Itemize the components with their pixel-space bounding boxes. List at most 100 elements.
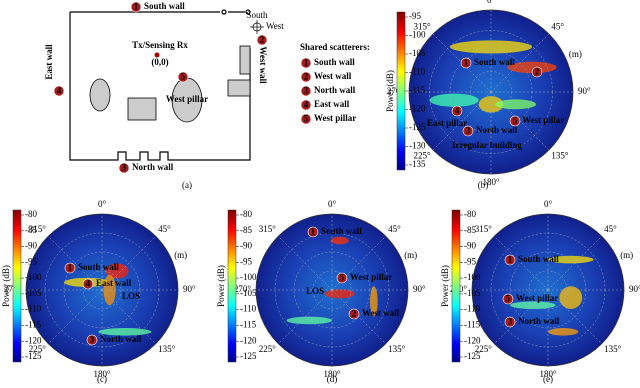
colorbar-tick-label: -125 [464,351,481,361]
angle-label: 315° [414,22,432,32]
scatterer-number: 2 [352,309,357,319]
wall-label: South wall [144,1,185,11]
range-ring [312,270,352,310]
angle-label: 180° [482,177,500,187]
scatterer-number: 2 [535,67,540,77]
colorbar-tick-label: -125 [409,122,426,132]
annotation: East pillar [427,118,467,128]
scatterer-marker [82,278,94,290]
colorbar-tick-label: -100 [240,272,257,282]
angle-label: 225° [414,150,432,160]
colorbar-tick-label: -90 [240,241,252,251]
annotation: LOS [306,286,324,296]
angle-spoke [48,289,103,344]
annotation: LOS [122,291,140,301]
scatterer-marker [177,71,189,83]
scatterer-number: 3 [90,335,95,345]
scatterer-marker [307,226,319,238]
colorbar [396,11,406,171]
colorbar-label: Power (dB) [385,70,395,112]
annotation: North wall [518,316,560,326]
annotation: East wall [96,278,132,288]
caption: (a) [182,180,192,190]
colorbar-tick-label: -100 [25,272,42,282]
scatterer-marker [462,125,474,137]
hotspot [429,93,479,107]
polar-plot [471,213,625,367]
scatterer-number: 3 [466,126,471,136]
compass-label: South [246,10,268,20]
colorbar-tick-label: -85 [240,225,252,235]
scatterer-marker [300,85,312,97]
wall-label: West wall [258,46,268,84]
annotation: West pillar [516,293,558,303]
hotspot [559,286,583,309]
scatterer-marker [300,71,312,83]
caption: (e) [543,374,553,384]
annotation: West pillar [522,115,564,125]
legend-label: West wall [314,71,352,81]
colorbar-tick-label: -115 [25,320,42,330]
polar-plot [408,9,574,175]
angle-label: 225° [29,344,47,354]
wall-label: West pillar [166,94,208,104]
angle-label: 90° [183,284,196,294]
angle-spoke [278,236,333,291]
scatterer-number: 4 [455,106,460,116]
colorbar-tick-label: -105 [409,48,426,58]
annotation: North wall [476,125,518,135]
wall-label: East wall [44,44,54,80]
colorbar-tick-label: -120 [409,104,426,114]
scatterer-marker [300,99,312,111]
angle-label: 90° [578,86,591,96]
scatterer-marker [509,115,521,127]
tx-label: Tx/Sensing Rx [132,40,188,50]
scatterer-marker [300,113,312,125]
floor-plan [69,9,264,161]
angle-spoke [101,236,156,291]
annotation: Irregular building [452,140,522,150]
colorbar-tick-label: -80 [464,209,476,219]
legend-label: South wall [314,57,355,67]
caption: (d) [327,374,338,384]
colorbar-tick-label: -100 [464,272,481,282]
colorbar-tick-label: -130 [409,141,426,151]
scatterer-number: 5 [181,72,186,82]
legend-label: West pillar [314,113,356,123]
colorbar-tick-label: -115 [240,320,257,330]
scatterer-marker [348,308,360,320]
colorbar-label: Power (dB) [216,265,226,307]
range-unit: (m) [569,49,582,59]
colorbar-tick-label: -95 [409,11,421,21]
colorbar [451,209,461,363]
angle-spoke [547,289,602,344]
scatterer-marker [460,57,472,69]
range-unit: (m) [404,250,417,260]
angle-spoke [101,289,156,344]
scatterer-number: 2 [304,72,309,82]
colorbar-tick-label: -80 [240,209,252,219]
scatterer-number: 3 [508,317,513,327]
angle-label: 180° [323,369,341,379]
angle-label: 180° [93,369,111,379]
colorbar-label: Power (dB) [1,265,11,307]
angle-label: 45° [604,224,617,234]
legend-title: Shared scatterers: [300,42,370,52]
angle-label: 315° [475,224,493,234]
colorbar-tick-label: -115 [409,85,426,95]
angle-label: 90° [413,284,426,294]
scatterer-marker [336,272,348,284]
angle-label: 315° [29,224,47,234]
angle-label: 135° [604,344,622,354]
scatterer-number: 1 [134,2,139,12]
angle-label: 45° [551,22,564,32]
scatterer-number: 4 [304,100,309,110]
range-unit: (m) [174,250,187,260]
scatterer-marker [86,334,98,346]
scatterer-number: 4 [86,279,91,289]
scatterer-number: 1 [304,58,309,68]
hotspot [507,61,557,74]
angle-label: 135° [551,150,569,160]
scatterer-number: 1 [464,58,469,68]
scatterer-marker [451,105,463,117]
